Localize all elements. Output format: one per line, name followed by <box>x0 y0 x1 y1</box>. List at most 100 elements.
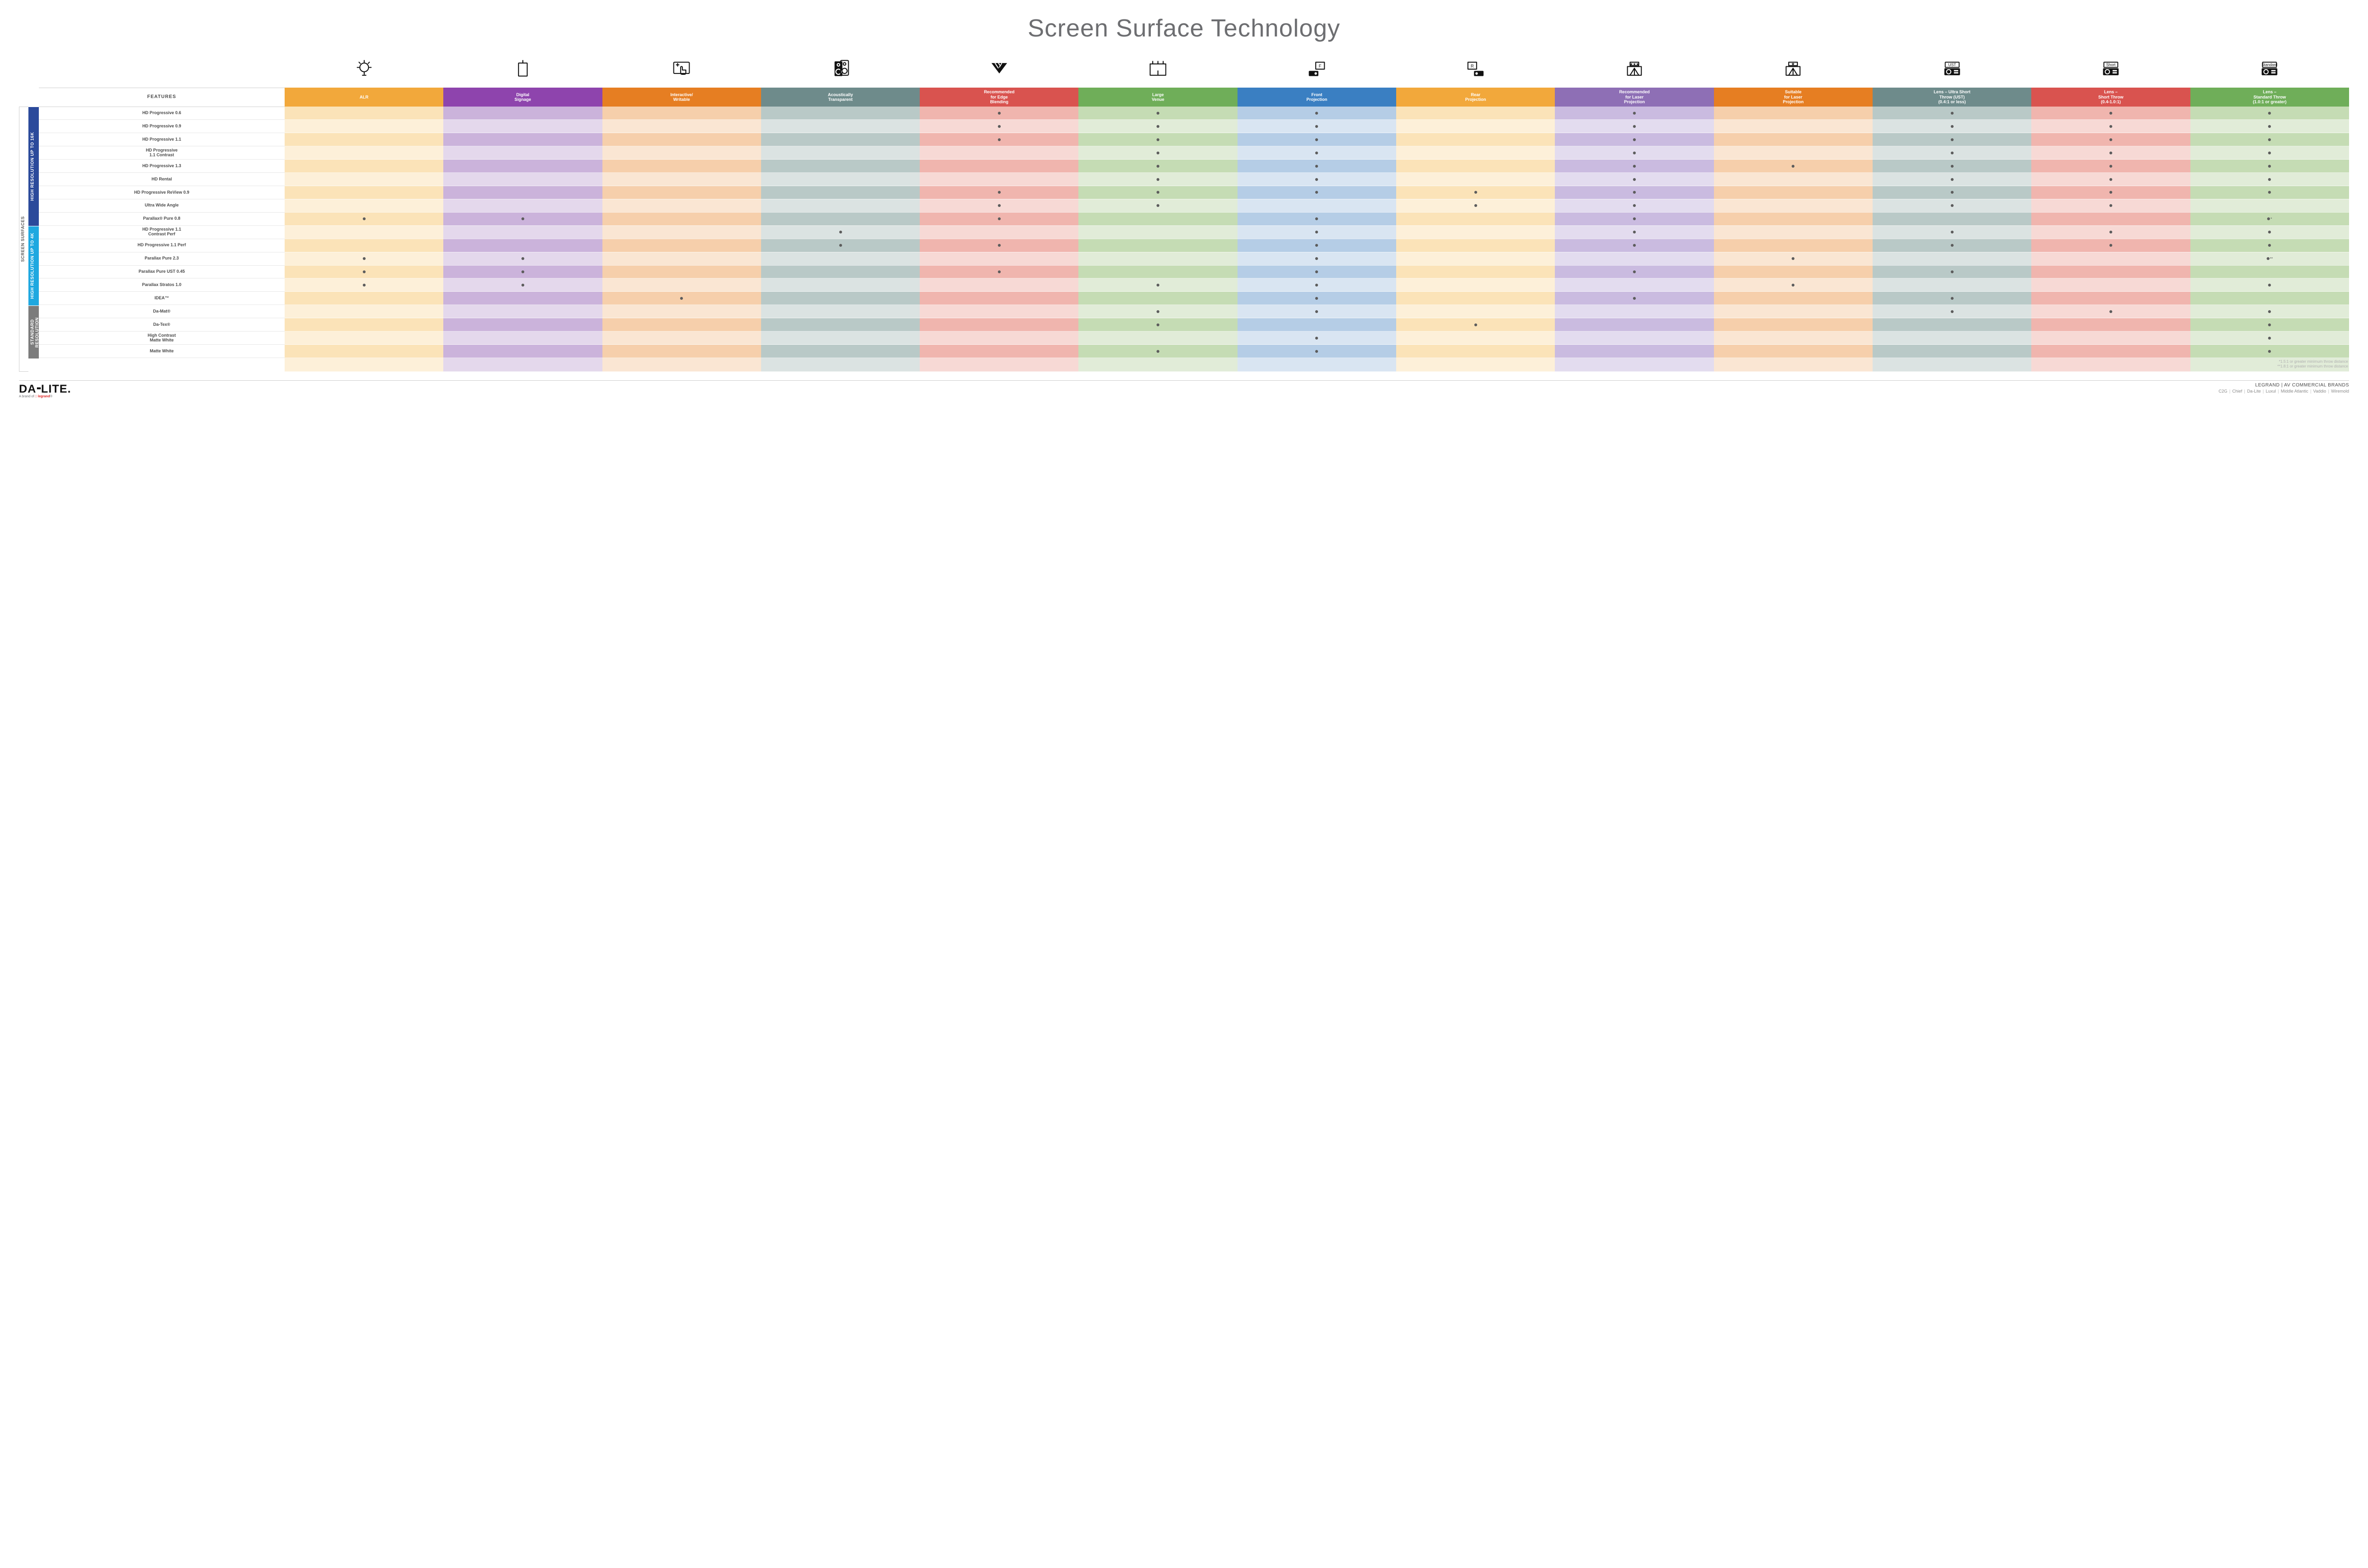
page-title: Screen Surface Technology <box>19 14 2349 43</box>
row-label: HD Progressive 1.1 <box>39 133 285 146</box>
cell-large <box>1078 212 1237 225</box>
cell-suitlaser <box>1714 239 1873 252</box>
cell-edge <box>920 133 1078 146</box>
group-label-g16k: HIGH RESOLUTION UP TO 16K <box>28 107 39 226</box>
cell-acoustic <box>761 199 920 212</box>
table-row: *1.5:1 or greater minimum throw distance… <box>39 358 2349 372</box>
row-label: HD Progressive 1.3 <box>39 160 285 173</box>
svg-text:★: ★ <box>1791 62 1795 66</box>
footnotes: *1.5:1 or greater minimum throw distance… <box>2190 359 2349 369</box>
icon-digsign <box>443 57 602 88</box>
cell-ust <box>1873 133 2031 146</box>
table-row: HD Progressive 0.6 <box>39 107 2349 120</box>
logo-block: DALITE. A brand of □ legrand® <box>19 383 71 398</box>
cell-edge <box>920 186 1078 199</box>
cell-interactive <box>602 332 761 345</box>
cell-rear <box>1396 133 1555 146</box>
cell-reclaser <box>1555 146 1713 160</box>
cell-digsign <box>443 278 602 292</box>
cell-large <box>1078 225 1237 239</box>
cell-std <box>2190 107 2349 120</box>
row-label: HD Rental <box>39 173 285 186</box>
cell-large <box>1078 292 1237 305</box>
cell-digsign <box>443 225 602 239</box>
svg-text:Short: Short <box>2106 63 2116 67</box>
cell-edge <box>920 292 1078 305</box>
table-row: HD Progressive1.1 Contrast <box>39 146 2349 160</box>
cell-digsign <box>443 186 602 199</box>
cell-ust <box>1873 146 2031 160</box>
cell-front <box>1238 318 1396 332</box>
cell-acoustic <box>761 133 920 146</box>
cell-suitlaser <box>1714 252 1873 265</box>
cell-short <box>2031 305 2190 318</box>
cell-interactive <box>602 146 761 160</box>
cell-std <box>2190 133 2349 146</box>
cell-digsign <box>443 252 602 265</box>
row-label: Parallax Stratos 1.0 <box>39 278 285 292</box>
col-header-front: FrontProjection <box>1238 88 1396 107</box>
row-label: Parallax® Pure 0.8 <box>39 212 285 225</box>
cell-interactive <box>602 265 761 278</box>
cell-rear <box>1396 212 1555 225</box>
cell-front <box>1238 173 1396 186</box>
cell-alr <box>285 160 443 173</box>
cell-alr <box>285 146 443 160</box>
cell-alr <box>285 133 443 146</box>
cell-ust <box>1873 160 2031 173</box>
cell-interactive <box>602 173 761 186</box>
cell-reclaser <box>1555 120 1713 133</box>
cell-front <box>1238 345 1396 358</box>
cell-rear <box>1396 186 1555 199</box>
cell-large <box>1078 332 1237 345</box>
cell-std <box>2190 265 2349 278</box>
brands-block: LEGRAND | AV COMMERCIAL BRANDS C2G|Chief… <box>2218 383 2349 394</box>
table-row: Da-Tex® <box>39 318 2349 332</box>
cell-std <box>2190 305 2349 318</box>
icon-interactive <box>602 57 761 88</box>
cell-alr <box>285 332 443 345</box>
cell-acoustic <box>761 120 920 133</box>
cell-acoustic <box>761 345 920 358</box>
row-label: High ContrastMatte White <box>39 332 285 345</box>
cell-digsign <box>443 199 602 212</box>
cell-interactive <box>602 160 761 173</box>
cell-short <box>2031 292 2190 305</box>
cell-std <box>2190 318 2349 332</box>
cell-acoustic <box>761 146 920 160</box>
cell-short <box>2031 225 2190 239</box>
cell-digsign <box>443 173 602 186</box>
cell-edge <box>920 332 1078 345</box>
group-label-gstd: STANDARDRESOLUTION <box>28 305 39 358</box>
cell-reclaser <box>1555 239 1713 252</box>
cell-short <box>2031 265 2190 278</box>
cell-front <box>1238 120 1396 133</box>
icon-ust: UST <box>1873 57 2031 88</box>
table-row: IDEA™ <box>39 292 2349 305</box>
cell-rear <box>1396 265 1555 278</box>
cell-rear <box>1396 292 1555 305</box>
cell-ust <box>1873 305 2031 318</box>
cell-reclaser <box>1555 186 1713 199</box>
cell-interactive <box>602 305 761 318</box>
cell-ust <box>1873 239 2031 252</box>
table-row: Parallax Pure UST 0.45 <box>39 265 2349 278</box>
cell-ust <box>1873 107 2031 120</box>
col-header-ust: Lens – Ultra ShortThrow (UST)(0.4:1 or l… <box>1873 88 2031 107</box>
cell-std <box>2190 120 2349 133</box>
cell-ust <box>1873 332 2031 345</box>
cell-digsign <box>443 318 602 332</box>
cell-alr <box>285 239 443 252</box>
cell-digsign <box>443 107 602 120</box>
cell-edge <box>920 278 1078 292</box>
cell-ust <box>1873 186 2031 199</box>
table-row: HD Rental <box>39 173 2349 186</box>
cell-digsign <box>443 239 602 252</box>
cell-suitlaser <box>1714 107 1873 120</box>
cell-std: * <box>2190 212 2349 225</box>
col-header-short: Lens –Short Throw(0.4-1.0:1) <box>2031 88 2190 107</box>
cell-edge <box>920 345 1078 358</box>
cell-std <box>2190 173 2349 186</box>
cell-alr <box>285 199 443 212</box>
table-row: HD Progressive 1.1Contrast Perf <box>39 225 2349 239</box>
